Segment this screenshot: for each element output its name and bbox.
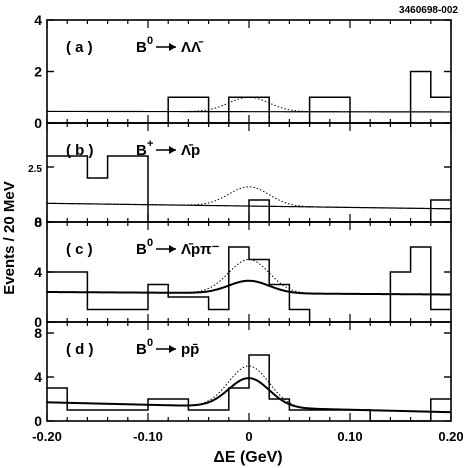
y-tick-label: 4	[34, 369, 42, 385]
histogram	[47, 246, 451, 323]
y-tick-label: 2.5	[28, 164, 42, 175]
decay-parent: B	[136, 142, 147, 159]
decay-arrowhead	[169, 345, 176, 353]
fit-curve	[46, 279, 452, 296]
panel-b: 0 2.5 ( b ) B + Λ̄p	[28, 122, 452, 230]
panel-c: 048( c ) B 0 Λ̄pπ⁻	[34, 214, 452, 330]
decay-arrowhead	[169, 245, 176, 253]
decay-charge: +	[147, 138, 153, 150]
y-tick-label: 8	[34, 214, 42, 230]
y-tick-label: 4	[34, 264, 42, 280]
figure-id: 3460698-002	[399, 5, 458, 16]
decay-charge: 0	[147, 35, 153, 47]
histogram	[47, 354, 451, 422]
y-tick-label: 2	[34, 64, 42, 80]
y-tick-label: 0	[34, 115, 42, 131]
panel-d: 048( d ) B 0 pp̄	[34, 321, 452, 429]
signal-expectation-curve	[46, 96, 452, 113]
y-tick-label: 4	[34, 12, 42, 28]
y-axis-label: Events / 20 MeV	[1, 181, 18, 294]
panel-frame	[46, 19, 452, 124]
y-tick-label: 8	[34, 325, 42, 341]
x-axis-label: ΔE (GeV)	[213, 449, 282, 466]
x-tick-label: -0.20	[32, 429, 62, 444]
histogram	[47, 155, 451, 223]
x-tick-label: 0.20	[438, 429, 463, 444]
decay-arrowhead	[169, 43, 176, 51]
x-tick-labels: -0.20 -0.10 0 0.10 0.20	[32, 429, 463, 444]
decay-products: Λ̄pπ⁻	[181, 241, 220, 258]
y-tick-label: 0	[34, 314, 42, 330]
y-tick-label: 0	[34, 413, 42, 429]
x-tick-label: 0	[245, 429, 252, 444]
y-tick-label: 0	[34, 214, 42, 230]
fit-curve	[46, 377, 452, 414]
panel-label: ( d )	[66, 341, 94, 358]
panel-a: 024( a ) B 0 ΛΛ̄	[34, 12, 452, 131]
x-tick-label: 0.10	[337, 429, 362, 444]
decay-products: Λ̄p	[181, 142, 200, 159]
decay-charge: 0	[147, 337, 153, 349]
decay-charge: 0	[147, 237, 153, 249]
background-fit-curve	[46, 202, 452, 210]
x-tick-label: -0.10	[133, 429, 163, 444]
panel-label: ( c )	[66, 241, 93, 258]
decay-products: pp̄	[181, 341, 199, 358]
decay-parent: B	[136, 241, 147, 258]
decay-parent: B	[136, 341, 147, 358]
panel-label: ( b )	[66, 142, 94, 159]
decay-products: ΛΛ̄	[181, 39, 204, 56]
panel-label: ( a )	[66, 39, 93, 56]
decay-parent: B	[136, 39, 147, 56]
background-fit-curve	[46, 110, 452, 113]
decay-arrowhead	[169, 146, 176, 154]
